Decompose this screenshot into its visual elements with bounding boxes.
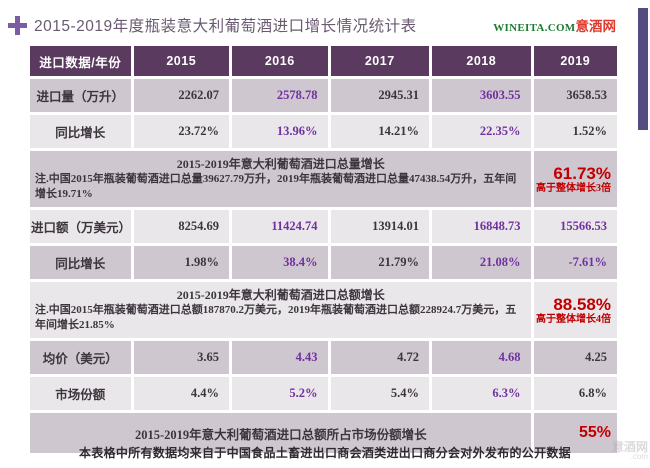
cell-value: 1.98%	[133, 246, 230, 279]
cell-value: -7.61%	[533, 246, 617, 279]
row-label: 均价（美元）	[30, 341, 131, 374]
side-accent-bar	[638, 8, 648, 130]
cell-value: 3603.55	[432, 79, 531, 112]
cell-value: 38.4%	[232, 246, 328, 279]
title-bar: 2015-2019年度瓶装意大利葡萄酒进口增长情况统计表 WINEITA.COM…	[8, 10, 642, 40]
cell-value: 11424.74	[232, 210, 328, 243]
cell-value: 4.72	[330, 341, 430, 374]
table-row-volume-total: 2015-2019年意大利葡萄酒进口总量增长 注.中国2015年瓶装葡萄酒进口总…	[30, 151, 617, 207]
merge-highlight-cell: 88.58% 高于整体增长4倍	[533, 282, 617, 338]
highlight-caption: 高于整体增长3倍	[536, 182, 611, 194]
cell-value: 8254.69	[133, 210, 230, 243]
cell-value: 13.96%	[232, 115, 328, 148]
cell-value: 16848.73	[432, 210, 531, 243]
cell-value: 2945.31	[330, 79, 430, 112]
cell-value: 4.4%	[133, 377, 230, 410]
cell-value: 5.2%	[232, 377, 328, 410]
cell-value: 2262.07	[133, 79, 230, 112]
table-row-value-yoy: 同比增长 1.98% 38.4% 21.79% 21.08% -7.61%	[30, 246, 617, 279]
cell-value: 23.72%	[133, 115, 230, 148]
cell-value: 21.79%	[330, 246, 430, 279]
cell-value: 4.43	[232, 341, 328, 374]
cell-value: 4.68	[432, 341, 531, 374]
source-note: 本表格中所有数据均来自于中国食品土畜进出口商会酒类进出口商分会对外发布的公开数据	[78, 446, 571, 460]
highlight-value: 88.58%	[553, 294, 611, 314]
watermark-suffix: .com	[630, 452, 648, 461]
table-row-share-total: 2015-2019年意大利葡萄酒进口总额所占市场份额增长 55%	[30, 413, 617, 453]
cell-value: 5.4%	[330, 377, 430, 410]
table-row-value-total: 2015-2019年意大利葡萄酒进口总额增长 注.中国2015年瓶装葡萄酒进口总…	[30, 282, 617, 338]
page-title: 2015-2019年度瓶装意大利葡萄酒进口增长情况统计表	[34, 18, 417, 35]
row-label: 进口额（万美元）	[30, 210, 131, 243]
cell-value: 1.52%	[533, 115, 617, 148]
merge-heading: 2015-2019年意大利葡萄酒进口总量增长	[176, 156, 385, 171]
merge-highlight-cell: 55%	[533, 413, 617, 453]
brand-cjk: 意酒网	[575, 19, 617, 34]
highlight-value: 55%	[578, 424, 611, 441]
cell-value: 13914.01	[330, 210, 430, 243]
column-header: 2015	[133, 46, 230, 76]
column-header: 2017	[330, 46, 430, 76]
highlight-value: 61.73%	[553, 163, 611, 183]
row-label: 同比增长	[30, 115, 131, 148]
cell-value: 6.3%	[432, 377, 531, 410]
table-row-volume: 进口量（万升） 2262.07 2578.78 2945.31 3603.55 …	[30, 79, 617, 112]
row-label: 同比增长	[30, 246, 131, 279]
table-header-row: 进口数据/年份 2015 2016 2017 2018 2019	[30, 46, 617, 76]
column-header: 2019	[533, 46, 617, 76]
cell-value: 15566.53	[533, 210, 617, 243]
table-row-volume-yoy: 同比增长 23.72% 13.96% 14.21% 22.35% 1.52%	[30, 115, 617, 148]
merge-note-cell: 2015-2019年意大利葡萄酒进口总额所占市场份额增长	[30, 413, 531, 453]
column-header: 2018	[432, 46, 531, 76]
cell-value: 22.35%	[432, 115, 531, 148]
cell-value: 3.65	[133, 341, 230, 374]
highlight-caption: 高于整体增长4倍	[536, 313, 611, 325]
cell-value: 21.08%	[432, 246, 531, 279]
row-label: 市场份额	[30, 377, 131, 410]
table-row-value: 进口额（万美元） 8254.69 11424.74 13914.01 16848…	[30, 210, 617, 243]
merge-note-cell: 2015-2019年意大利葡萄酒进口总额增长 注.中国2015年瓶装葡萄酒进口总…	[30, 282, 531, 338]
cell-value: 2578.78	[232, 79, 328, 112]
watermark: 意酒网 .com	[611, 440, 648, 462]
brand-logo: WINEITA.COM 意酒网	[493, 15, 642, 35]
column-header: 进口数据/年份	[30, 46, 131, 76]
brand-latin: WINEITA.COM	[493, 22, 576, 34]
row-label: 进口量（万升）	[30, 79, 131, 112]
merge-note-cell: 2015-2019年意大利葡萄酒进口总量增长 注.中国2015年瓶装葡萄酒进口总…	[30, 151, 531, 207]
cell-value: 14.21%	[330, 115, 430, 148]
merge-heading: 2015-2019年意大利葡萄酒进口总额所占市场份额增长	[134, 427, 427, 442]
cell-value: 3658.53	[533, 79, 617, 112]
cell-value: 4.25	[533, 341, 617, 374]
stats-table: 进口数据/年份 2015 2016 2017 2018 2019 进口量（万升）…	[27, 43, 620, 456]
cell-value: 6.8%	[533, 377, 617, 410]
merge-heading: 2015-2019年意大利葡萄酒进口总额增长	[176, 287, 385, 302]
column-header: 2016	[232, 46, 328, 76]
table-row-market-share: 市场份额 4.4% 5.2% 5.4% 6.3% 6.8%	[30, 377, 617, 410]
table-row-avg-price: 均价（美元） 3.65 4.43 4.72 4.68 4.25	[30, 341, 617, 374]
merge-note: 注.中国2015年瓶装葡萄酒进口总额187870.2万美元，2019年瓶装葡萄酒…	[35, 303, 517, 331]
plus-icon	[8, 15, 27, 35]
merge-note: 注.中国2015年瓶装葡萄酒进口总量39627.79万升，2019年瓶装葡萄酒进…	[35, 172, 517, 200]
merge-highlight-cell: 61.73% 高于整体增长3倍	[533, 151, 617, 207]
watermark-text: 意酒网	[611, 440, 648, 454]
